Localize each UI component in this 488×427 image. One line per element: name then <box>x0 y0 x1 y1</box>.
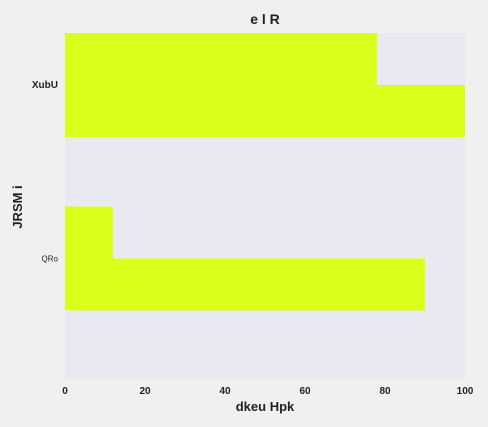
bars-group <box>65 33 465 311</box>
x-tick-label: 20 <box>139 386 151 397</box>
x-tick-labels: 0 20 40 60 80 100 <box>62 386 474 397</box>
x-tick-label: 100 <box>457 386 474 397</box>
category-label: QRo <box>42 255 59 264</box>
bar-XubU-1 <box>65 85 465 137</box>
x-tick-label: 60 <box>299 386 311 397</box>
category-labels: XubU QRo <box>32 80 59 264</box>
x-tick-label: 0 <box>62 386 68 397</box>
chart-title: e l R <box>250 11 280 27</box>
y-axis-label: JRSM i <box>10 185 25 228</box>
category-label: XubU <box>32 80 58 91</box>
x-tick-label: 80 <box>379 386 391 397</box>
bar-QRo-1 <box>65 258 425 311</box>
x-tick-label: 40 <box>219 386 231 397</box>
x-axis-label: dkeu Hpk <box>236 399 295 414</box>
bar-XubU-0 <box>65 33 377 85</box>
bar-QRo-0 <box>65 206 113 259</box>
